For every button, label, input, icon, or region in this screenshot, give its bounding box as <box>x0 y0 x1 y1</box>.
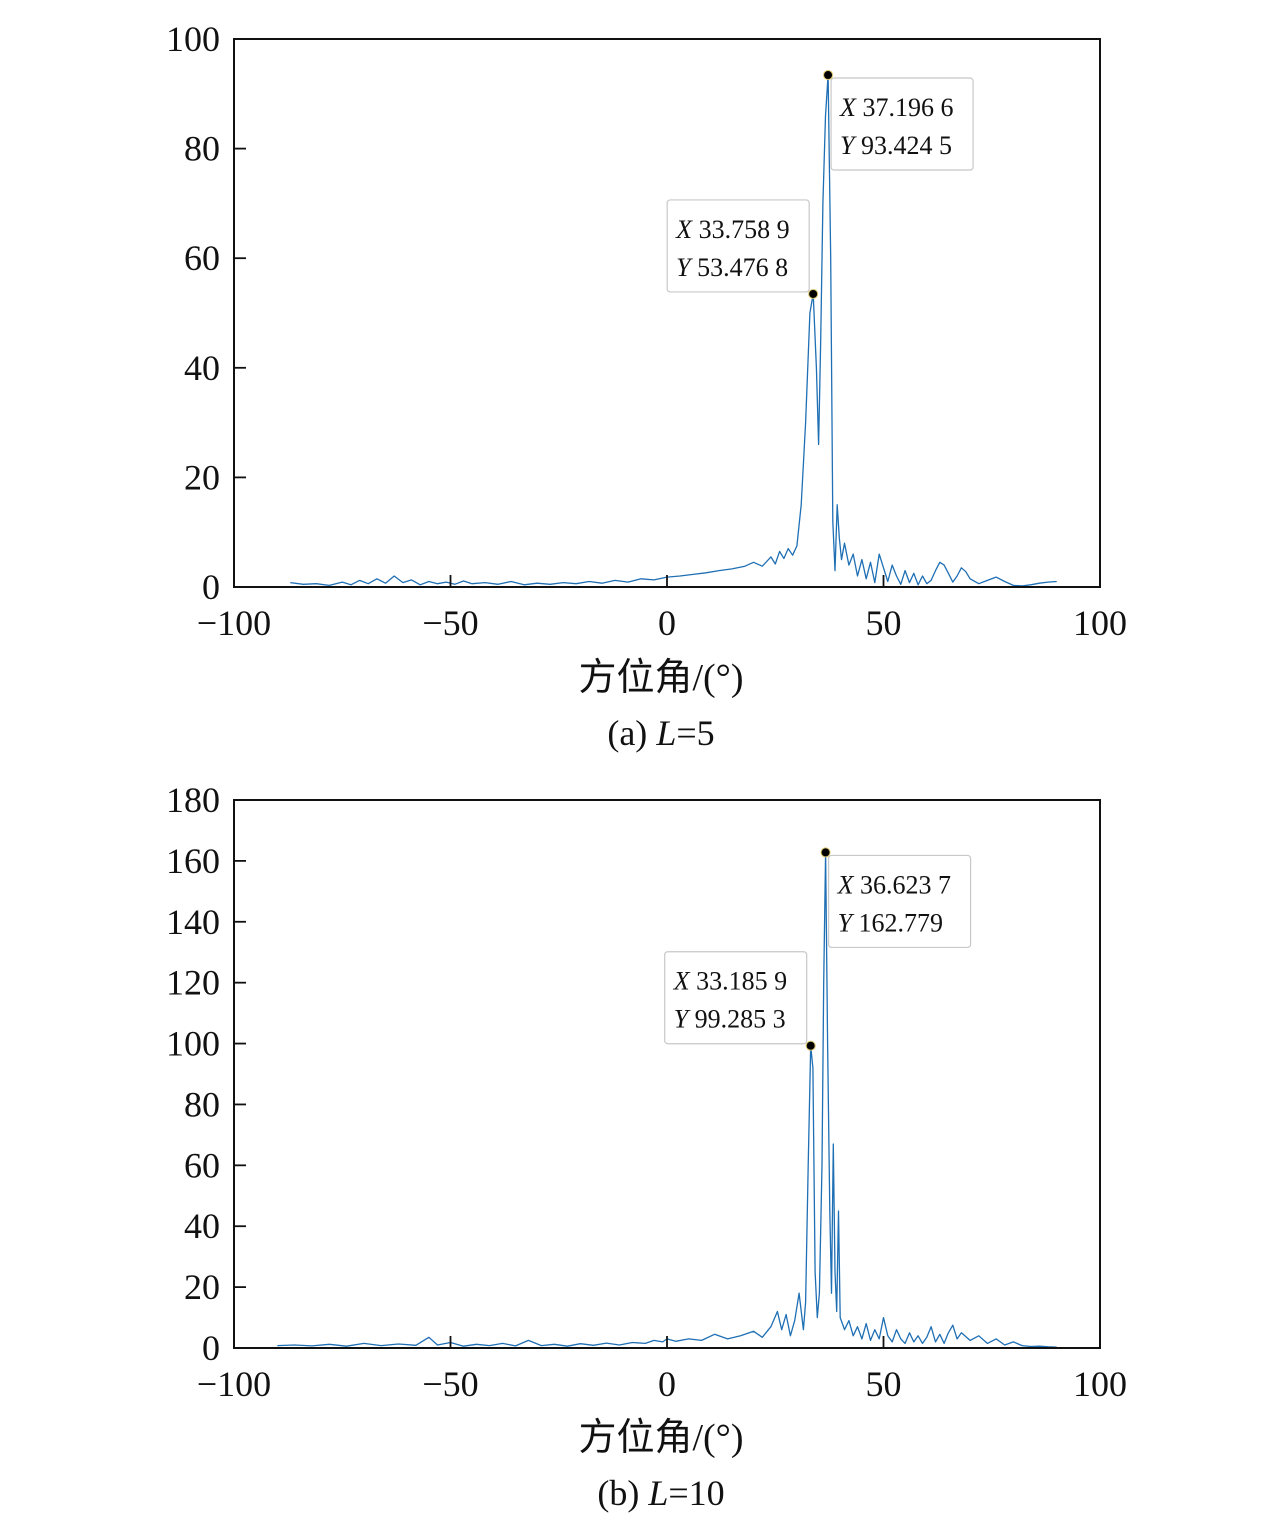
caption-suffix: =10 <box>668 1473 724 1513</box>
data-tip-x: X 33.185 9 <box>673 967 787 996</box>
series-line <box>290 74 1057 587</box>
data-tip-y-value: 53.476 8 <box>697 253 788 282</box>
x-tick-label: −50 <box>422 1364 478 1404</box>
y-tick-label: 20 <box>184 457 220 497</box>
x-tick-label: 100 <box>1073 1364 1127 1404</box>
data-tip-marker <box>805 1040 816 1051</box>
data-tip-x: X 37.196 6 <box>839 93 953 122</box>
data-tip-marker <box>823 70 834 81</box>
chart-panel-b: −100 −50 0 50 100 0 20 40 60 80 100 120 140 160 180 方位角… <box>166 780 1127 1513</box>
data-tip-x-value: 36.623 7 <box>860 870 951 899</box>
chart-caption: (a) L=5 <box>607 713 714 753</box>
y-tick-label: 40 <box>184 1206 220 1246</box>
data-tip: X 36.623 7Y 162.779 <box>820 847 972 949</box>
x-tick-label: 50 <box>866 603 902 643</box>
data-tip-box <box>827 854 972 949</box>
caption-suffix: =5 <box>676 713 714 753</box>
y-tick-label: 60 <box>184 238 220 278</box>
data-tip-x-letter: X <box>673 967 696 996</box>
data-tip-y: Y 53.476 8 <box>676 253 788 282</box>
x-tick-label: −100 <box>197 603 271 643</box>
data-tip-x: X 36.623 7 <box>837 870 951 899</box>
chart-caption: (b) L=10 <box>597 1473 724 1513</box>
data-tip-y-letter: Y <box>840 131 861 160</box>
y-tick-label: 160 <box>166 841 220 881</box>
data-tip-y-value: 162.779 <box>859 908 944 937</box>
y-tick-label: 120 <box>166 963 220 1003</box>
x-tick-label: −100 <box>197 1364 271 1404</box>
x-tick-label: 0 <box>658 1364 676 1404</box>
data-tip-x: X 33.758 9 <box>675 215 789 244</box>
data-tip: X 33.185 9Y 99.285 3 <box>664 951 816 1051</box>
data-tip-y-letter: Y <box>676 253 697 282</box>
x-tick-label: 50 <box>866 1364 902 1404</box>
data-tip-y-value: 99.285 3 <box>695 1005 786 1034</box>
data-tip-x-letter: X <box>837 870 860 899</box>
data-tip-y-value: 93.424 5 <box>861 131 952 160</box>
data-tip-x-letter: X <box>839 93 862 122</box>
data-tip-marker <box>808 288 819 299</box>
data-tip: X 33.758 9Y 53.476 8 <box>666 199 819 299</box>
y-tick-label: 80 <box>184 129 220 169</box>
y-tick-label: 0 <box>202 1328 220 1368</box>
data-tip-y-letter: Y <box>674 1005 695 1034</box>
y-tick-label: 40 <box>184 348 220 388</box>
caption-prefix: (b) <box>597 1473 648 1513</box>
data-tip-y: Y 162.779 <box>838 908 943 937</box>
data-tip: X 37.196 6Y 93.424 5 <box>823 70 974 171</box>
data-tip-marker <box>820 847 831 858</box>
x-axis-title: 方位角/(°) <box>578 657 743 699</box>
y-tick-label: 0 <box>202 567 220 607</box>
x-axis-title: 方位角/(°) <box>578 1417 743 1459</box>
y-tick-label: 60 <box>184 1145 220 1185</box>
y-tick-label: 180 <box>166 780 220 820</box>
y-tick-label: 80 <box>184 1084 220 1124</box>
caption-variable: L <box>655 713 676 753</box>
chart-panel-a: −100 −50 0 50 100 0 20 40 60 80 100 方位角/(°) (a) L=5 X… <box>166 19 1127 753</box>
data-tip-x-value: 33.185 9 <box>696 967 787 996</box>
caption-prefix: (a) <box>607 713 656 753</box>
x-tick-label: 100 <box>1073 603 1127 643</box>
y-tick-label: 140 <box>166 902 220 942</box>
data-tip-y-letter: Y <box>838 908 859 937</box>
data-tip-x-value: 37.196 6 <box>862 93 953 122</box>
data-tip-x-value: 33.758 9 <box>699 215 790 244</box>
caption-variable: L <box>647 1473 668 1513</box>
data-tip-y: Y 93.424 5 <box>840 131 952 160</box>
data-tip-y: Y 99.285 3 <box>674 1005 786 1034</box>
y-tick-label: 100 <box>166 19 220 59</box>
data-tip-box <box>666 199 810 293</box>
series-line <box>277 851 1057 1348</box>
x-tick-label: 0 <box>658 603 676 643</box>
x-tick-label: −50 <box>422 603 478 643</box>
data-tip-box <box>830 77 974 171</box>
y-tick-label: 20 <box>184 1267 220 1307</box>
data-tip-box <box>664 951 808 1045</box>
y-tick-label: 100 <box>166 1024 220 1064</box>
data-tip-x-letter: X <box>675 215 698 244</box>
